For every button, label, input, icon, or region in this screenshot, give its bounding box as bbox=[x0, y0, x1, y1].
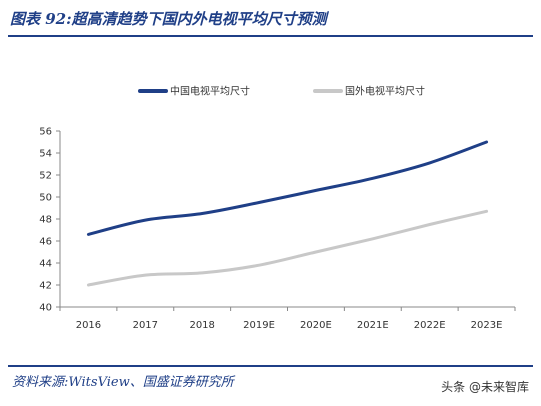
x-tick-label: 2018 bbox=[189, 320, 214, 331]
y-tick-label: 48 bbox=[39, 215, 52, 226]
y-tick-label: 44 bbox=[39, 259, 52, 270]
figure-title: 图表 92:超高清趋势下国内外电视平均尺寸预测 bbox=[10, 10, 327, 28]
y-tick-label: 46 bbox=[39, 237, 52, 248]
y-tick-label: 56 bbox=[39, 127, 52, 138]
x-tick-label: 2023E bbox=[471, 320, 503, 331]
y-tick-label: 40 bbox=[39, 303, 52, 314]
series-line-domestic bbox=[86, 140, 489, 236]
legend-label: 国外电视平均尺寸 bbox=[345, 85, 425, 98]
x-tick-label: 2021E bbox=[357, 320, 389, 331]
y-tick-label: 42 bbox=[39, 281, 52, 292]
series-layer bbox=[86, 140, 489, 287]
x-axis: 2016 2017 2018 2019E 2020E 2021E 2022E 2023E bbox=[59, 306, 516, 331]
legend-label: 中国电视平均尺寸 bbox=[170, 85, 250, 98]
figure-source: 资料来源:WitsView、国盛证券研究所 bbox=[12, 375, 234, 390]
source-rule bbox=[8, 365, 533, 367]
y-tick-label: 50 bbox=[39, 193, 52, 204]
x-tick-label: 2016 bbox=[76, 320, 101, 331]
watermark-text: 头条 @未来智库 bbox=[441, 380, 529, 394]
legend: 中国电视平均尺寸 国外电视平均尺寸 bbox=[138, 85, 425, 98]
x-tick-label: 2022E bbox=[414, 320, 446, 331]
x-tick-label: 2019E bbox=[243, 320, 275, 331]
line-chart: 中国电视平均尺寸 国外电视平均尺寸 40 42 44 46 48 50 52 54 56 2016… bbox=[39, 85, 516, 331]
y-tick-label: 54 bbox=[39, 149, 52, 160]
title-rule bbox=[8, 35, 533, 37]
y-axis: 40 42 44 46 48 50 52 54 56 bbox=[39, 127, 61, 314]
y-tick-label: 52 bbox=[39, 171, 52, 182]
x-tick-label: 2017 bbox=[133, 320, 158, 331]
series-line-foreign bbox=[86, 209, 489, 287]
x-tick-label: 2020E bbox=[300, 320, 332, 331]
